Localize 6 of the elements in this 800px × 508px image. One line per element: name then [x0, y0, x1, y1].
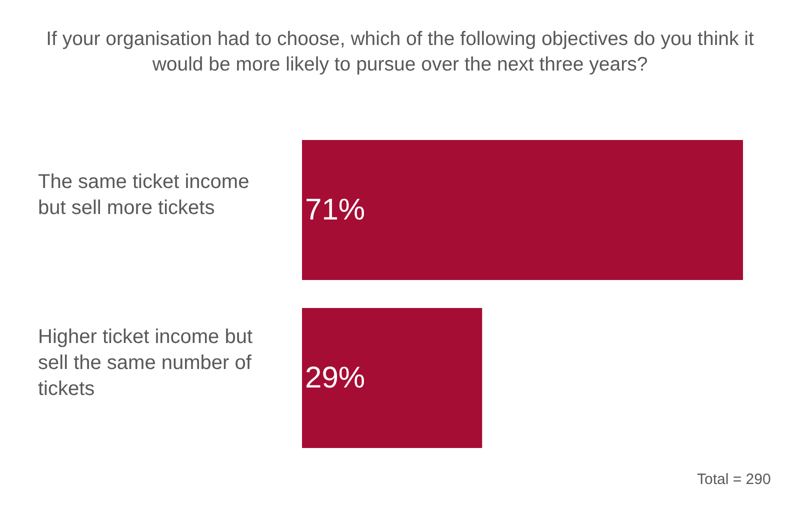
chart-title: If your organisation had to choose, which of the following objectives do you think it would be more likely to pursue over the next three years? — [46, 28, 754, 76]
text: Total = 290 — [697, 471, 771, 488]
y-tick-label: The same ticket income but sell more tickets — [38, 171, 250, 219]
y-tick-label: Higher ticket income but sell the same number of tickets — [38, 326, 253, 400]
data-label: 71% — [305, 194, 366, 226]
data-label: 29% — [305, 362, 366, 394]
